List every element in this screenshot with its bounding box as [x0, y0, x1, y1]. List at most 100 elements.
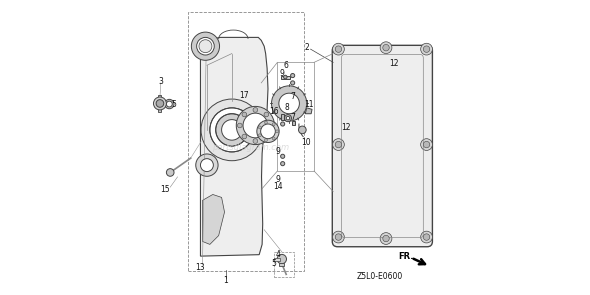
Polygon shape [281, 114, 284, 119]
Circle shape [281, 154, 285, 158]
Text: 13: 13 [195, 263, 204, 272]
Circle shape [236, 106, 274, 145]
Polygon shape [154, 101, 166, 106]
Text: 7: 7 [290, 92, 296, 101]
Text: 9: 9 [276, 175, 280, 184]
Bar [274, 252, 294, 277]
Circle shape [291, 73, 295, 78]
Polygon shape [292, 121, 295, 125]
Text: 15: 15 [160, 185, 170, 194]
Circle shape [271, 86, 307, 121]
Text: 12: 12 [342, 123, 351, 132]
Circle shape [335, 141, 342, 148]
Circle shape [272, 123, 275, 126]
Text: 14: 14 [273, 182, 283, 191]
Circle shape [276, 130, 278, 133]
Circle shape [281, 162, 285, 166]
Circle shape [199, 40, 212, 53]
Bar [274, 258, 280, 260]
Circle shape [264, 139, 267, 142]
Circle shape [423, 234, 430, 240]
Circle shape [421, 231, 432, 243]
Circle shape [243, 113, 268, 138]
Text: 3: 3 [158, 77, 163, 86]
Text: 9: 9 [279, 69, 284, 78]
Circle shape [257, 120, 279, 142]
Text: 5: 5 [271, 259, 276, 268]
Bar [281, 76, 290, 78]
Circle shape [272, 137, 275, 140]
Circle shape [268, 123, 273, 128]
Circle shape [237, 123, 242, 128]
Circle shape [333, 139, 345, 150]
Text: partsdiagram.com: partsdiagram.com [212, 143, 290, 152]
Circle shape [281, 122, 285, 126]
Circle shape [335, 46, 342, 53]
Circle shape [191, 32, 219, 60]
Text: 10: 10 [301, 138, 310, 147]
Circle shape [216, 114, 248, 146]
Circle shape [201, 99, 263, 161]
Circle shape [279, 93, 299, 114]
Text: 12: 12 [389, 59, 399, 68]
Circle shape [291, 81, 295, 85]
Circle shape [284, 115, 291, 122]
Circle shape [284, 75, 287, 79]
Circle shape [153, 97, 166, 110]
Text: FR.: FR. [398, 252, 414, 261]
Circle shape [286, 116, 290, 120]
Text: 6: 6 [283, 61, 288, 71]
Circle shape [242, 134, 247, 139]
Circle shape [156, 100, 164, 107]
Bar [280, 263, 284, 266]
Circle shape [333, 231, 345, 243]
Circle shape [258, 134, 261, 137]
Circle shape [333, 43, 345, 55]
Circle shape [423, 141, 430, 148]
Polygon shape [201, 37, 268, 256]
Circle shape [421, 43, 432, 55]
Circle shape [253, 108, 258, 112]
Bar [188, 12, 304, 271]
Text: 1: 1 [224, 276, 228, 285]
Circle shape [165, 99, 174, 109]
FancyBboxPatch shape [332, 45, 432, 247]
Text: 17: 17 [240, 91, 250, 100]
Circle shape [264, 134, 268, 139]
Circle shape [380, 233, 392, 244]
Text: 11: 11 [304, 99, 313, 109]
Text: 2: 2 [304, 42, 309, 52]
Circle shape [383, 45, 389, 51]
Circle shape [222, 119, 242, 140]
Polygon shape [159, 95, 162, 112]
Circle shape [421, 139, 432, 150]
Circle shape [264, 112, 268, 117]
Bar [277, 62, 314, 171]
Circle shape [423, 46, 430, 53]
Text: 8: 8 [285, 103, 290, 112]
Text: 4: 4 [276, 250, 281, 260]
Circle shape [277, 254, 287, 264]
Circle shape [253, 139, 258, 143]
Circle shape [196, 154, 218, 176]
Circle shape [210, 108, 254, 152]
Polygon shape [305, 108, 312, 114]
Text: 16: 16 [270, 107, 279, 116]
Circle shape [242, 112, 247, 117]
Text: 7: 7 [291, 113, 296, 122]
Text: 9: 9 [276, 148, 280, 156]
Circle shape [383, 235, 389, 242]
Circle shape [261, 124, 276, 139]
Text: Z5L0-E0600: Z5L0-E0600 [357, 272, 404, 281]
Circle shape [335, 234, 342, 240]
Circle shape [258, 126, 261, 129]
Polygon shape [202, 194, 225, 244]
Text: 5: 5 [172, 100, 176, 109]
Circle shape [264, 121, 267, 124]
Circle shape [196, 37, 214, 55]
Circle shape [380, 42, 392, 54]
Circle shape [166, 101, 172, 107]
Circle shape [299, 126, 306, 134]
Circle shape [166, 169, 174, 176]
Circle shape [201, 159, 214, 172]
